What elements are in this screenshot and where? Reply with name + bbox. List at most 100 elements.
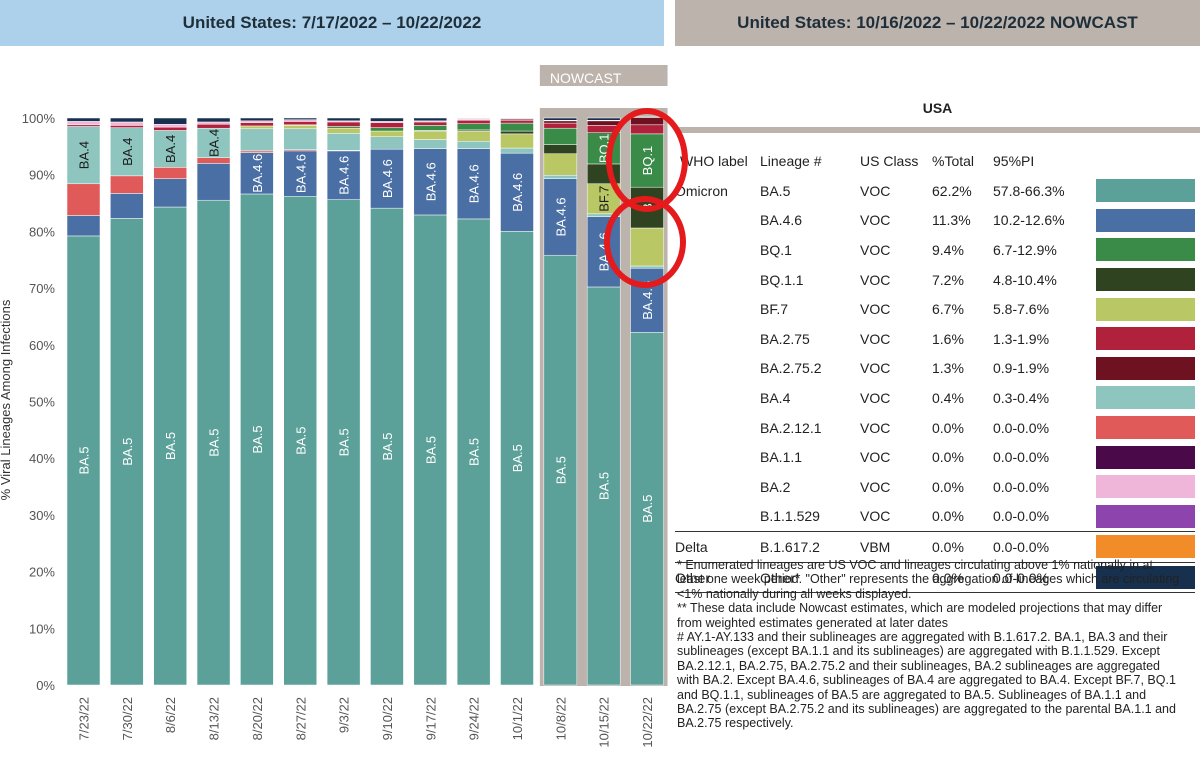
bar-segment bbox=[543, 122, 578, 129]
bar-segment bbox=[413, 148, 448, 216]
bar-segment bbox=[543, 175, 578, 179]
legend-who bbox=[675, 383, 760, 413]
legend-row: Other Other* 0.0% 0.0-0.0% bbox=[675, 562, 1195, 594]
legend-who: Omicron bbox=[675, 182, 728, 199]
annotation-circle-bq11 bbox=[604, 196, 686, 288]
legend-color-swatch bbox=[1096, 268, 1195, 292]
legend-lineage: BA.4 bbox=[760, 389, 791, 406]
legend-row: BQ.1.1 VOC 7.2% 4.8-10.4% bbox=[675, 265, 1195, 295]
bar-segment bbox=[413, 121, 448, 126]
y-axis-label: % Viral Lineages Among Infections bbox=[0, 299, 13, 500]
y-tick-label: 10% bbox=[29, 621, 55, 636]
bar-segment bbox=[153, 123, 187, 128]
bar-label: BF.7 bbox=[597, 186, 612, 212]
x-tick-label: 8/20/22 bbox=[250, 697, 265, 740]
bar-segment bbox=[456, 120, 491, 124]
bar-label: BA.5 bbox=[423, 436, 438, 464]
footnote-3: # AY.1-AY.133 and their sublineages are … bbox=[677, 630, 1176, 731]
legend-who bbox=[675, 442, 760, 472]
legend-swatch-cell bbox=[1096, 383, 1195, 413]
legend-who bbox=[675, 235, 760, 265]
x-tick-label: 9/10/22 bbox=[380, 697, 395, 740]
legend-color-swatch bbox=[1096, 208, 1195, 232]
bar-label: BA.4 bbox=[207, 129, 222, 157]
legend-pi: 5.8-7.6% bbox=[993, 301, 1050, 318]
legend-lineage: Other* bbox=[760, 562, 860, 594]
legend-class: VOC bbox=[860, 501, 932, 533]
bar-label: BA.5 bbox=[293, 427, 308, 455]
usa-divider bbox=[675, 127, 1200, 133]
bar-segment bbox=[456, 148, 491, 220]
bar-segment bbox=[500, 152, 534, 232]
bar-segment bbox=[240, 120, 274, 123]
legend-color-swatch bbox=[1096, 475, 1195, 499]
bar-segment bbox=[543, 144, 578, 154]
y-tick-label: 30% bbox=[29, 508, 55, 523]
bar-segment bbox=[456, 130, 491, 142]
bar-segment bbox=[543, 254, 578, 686]
legend-color-swatch bbox=[1096, 386, 1195, 410]
bar-segment bbox=[500, 122, 534, 132]
legend-pi: 10.2-12.6% bbox=[993, 212, 1065, 229]
legend-who bbox=[675, 354, 760, 384]
chart-period-header: United States: 7/17/2022 – 10/22/2022 bbox=[0, 0, 664, 46]
bar-label: BA.4 bbox=[120, 138, 135, 166]
bar-segment bbox=[630, 332, 664, 686]
legend-total: 0.0% bbox=[932, 501, 993, 533]
usa-title: USA bbox=[922, 100, 953, 116]
bar-segment bbox=[456, 123, 491, 131]
legend-total: 7.2% bbox=[932, 271, 964, 288]
y-tick-label: 100% bbox=[22, 111, 56, 126]
bar-label: BA.4.6 bbox=[467, 164, 482, 203]
legend-header-row: WHO label Lineage # US Class %Total 95%P… bbox=[675, 146, 1195, 176]
legend-row: BA.1.1 VOC 0.0% 0.0-0.0% bbox=[675, 442, 1195, 472]
bar-segment bbox=[370, 148, 404, 209]
legend-color-swatch bbox=[1096, 238, 1195, 262]
legend-swatch-cell bbox=[1096, 265, 1195, 295]
legend-total: 11.3% bbox=[932, 212, 971, 229]
legend-class: VBM bbox=[860, 531, 932, 563]
legend-swatch-cell bbox=[1096, 413, 1195, 443]
bar-segment bbox=[240, 117, 274, 122]
legend-row: Omicron BA.5 VOC 62.2% 57.8-66.3% bbox=[675, 176, 1195, 206]
bar-label: BA.5 bbox=[77, 446, 92, 474]
legend-class: VOC bbox=[860, 241, 891, 258]
y-tick-label: 50% bbox=[29, 395, 55, 410]
legend-lineage: B.1.1.529 bbox=[760, 501, 860, 533]
legend-swatch-cell bbox=[1096, 354, 1195, 384]
legend-who bbox=[675, 294, 760, 324]
bar-segment bbox=[543, 117, 578, 121]
nowcast-period-header: United States: 10/16/2022 – 10/22/2022 N… bbox=[675, 0, 1200, 46]
bar-label: BA.4 bbox=[77, 141, 92, 169]
bar-segment bbox=[370, 127, 404, 132]
bar-label: BA.5 bbox=[250, 425, 265, 453]
bar-segment bbox=[66, 126, 101, 185]
legend-color-swatch bbox=[1096, 445, 1195, 469]
bar-segment bbox=[196, 163, 231, 201]
legend-color-swatch bbox=[1096, 566, 1195, 590]
legend-swatch-cell bbox=[1096, 294, 1195, 324]
legend-class: VOC bbox=[860, 301, 891, 318]
legend-who bbox=[675, 472, 760, 502]
bar-segment bbox=[326, 126, 361, 129]
legend-swatch-cell bbox=[1096, 206, 1195, 236]
bar-segment bbox=[110, 121, 144, 126]
bar-segment bbox=[543, 153, 578, 176]
legend-pi: 0.3-0.4% bbox=[993, 389, 1050, 406]
bar-segment bbox=[240, 122, 274, 127]
legend-lineage: BQ.1.1 bbox=[760, 271, 804, 288]
bar-segment bbox=[326, 133, 361, 151]
legend-pi: 0.0-0.0% bbox=[993, 419, 1050, 436]
bar-segment bbox=[66, 124, 101, 127]
bar-segment bbox=[413, 117, 448, 122]
legend-lineage: BQ.1 bbox=[760, 241, 792, 258]
y-tick-label: 0% bbox=[36, 678, 55, 693]
legend-color-swatch bbox=[1096, 356, 1195, 380]
legend-class: VOC bbox=[860, 449, 891, 466]
legend-row: BA.2.12.1 VOC 0.0% 0.0-0.0% bbox=[675, 413, 1195, 443]
bar-segment bbox=[153, 126, 187, 131]
bar-segment bbox=[283, 119, 317, 122]
lineage-legend-table: WHO label Lineage # US Class %Total 95%P… bbox=[675, 146, 1195, 594]
bar-segment bbox=[110, 127, 144, 177]
legend-lineage: B.1.617.2 bbox=[760, 531, 860, 563]
